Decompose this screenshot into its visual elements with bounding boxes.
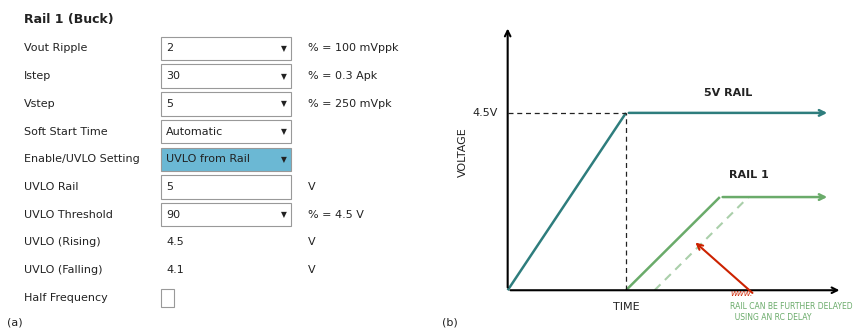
Bar [161, 148, 290, 171]
Text: (b): (b) [442, 317, 458, 327]
Text: RAIL 1: RAIL 1 [728, 170, 768, 179]
Text: 4.5: 4.5 [166, 237, 184, 247]
Text: Vout Ripple: Vout Ripple [24, 43, 88, 53]
Text: 2: 2 [166, 43, 174, 53]
Text: % = 4.5 V: % = 4.5 V [308, 210, 364, 220]
Bar [161, 203, 290, 226]
Text: ▼: ▼ [281, 155, 287, 164]
Text: VOLTAGE: VOLTAGE [458, 127, 468, 177]
Text: UVLO Rail: UVLO Rail [24, 182, 78, 192]
Text: 90: 90 [166, 210, 180, 220]
Text: 5: 5 [166, 182, 174, 192]
Text: V: V [308, 237, 315, 247]
Text: Soft Start Time: Soft Start Time [24, 127, 107, 137]
Text: ▼: ▼ [281, 127, 287, 136]
Text: (a): (a) [7, 318, 22, 328]
Bar [161, 92, 290, 116]
Text: Half Frequency: Half Frequency [24, 293, 107, 303]
Bar [161, 289, 174, 307]
Text: V: V [308, 265, 315, 275]
Text: ▼: ▼ [281, 44, 287, 53]
Bar [161, 37, 290, 60]
Text: % = 0.3 Apk: % = 0.3 Apk [308, 71, 377, 81]
Text: ▼: ▼ [281, 100, 287, 108]
Text: V: V [308, 182, 315, 192]
Text: ▼: ▼ [281, 210, 287, 219]
Text: ▼: ▼ [281, 72, 287, 80]
Text: Rail 1 (Buck): Rail 1 (Buck) [24, 13, 113, 26]
Text: Vstep: Vstep [24, 99, 56, 109]
Text: % = 250 mVpk: % = 250 mVpk [308, 99, 392, 109]
Text: Automatic: Automatic [166, 127, 223, 137]
Text: UVLO Threshold: UVLO Threshold [24, 210, 113, 220]
Bar [161, 64, 290, 88]
Text: 4.5V: 4.5V [472, 108, 498, 118]
Text: 5: 5 [166, 99, 174, 109]
Text: UVLO (Rising): UVLO (Rising) [24, 237, 101, 247]
Text: 4.1: 4.1 [166, 265, 184, 275]
Text: 5V RAIL: 5V RAIL [704, 89, 752, 98]
Bar [161, 120, 290, 143]
Text: 30: 30 [166, 71, 180, 81]
Text: TIME: TIME [612, 302, 639, 312]
Text: Istep: Istep [24, 71, 51, 81]
Bar [161, 175, 290, 199]
Text: % = 100 mVppk: % = 100 mVppk [308, 43, 399, 53]
Text: UVLO (Falling): UVLO (Falling) [24, 265, 102, 275]
Text: UVLO from Rail: UVLO from Rail [166, 154, 250, 164]
Text: Enable/UVLO Setting: Enable/UVLO Setting [24, 154, 140, 164]
Text: RAIL CAN BE FURTHER DELAYED
  USING AN RC DELAY: RAIL CAN BE FURTHER DELAYED USING AN RC … [730, 302, 853, 322]
Text: WWW.: WWW. [730, 291, 752, 297]
